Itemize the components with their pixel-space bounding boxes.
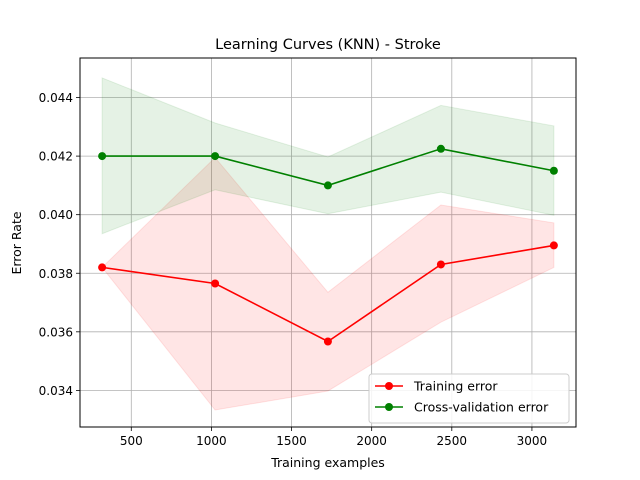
legend: Training error Cross-validation error [368,373,570,424]
x-tick-label: 2000 [356,434,387,448]
x-tick-label: 1000 [196,434,227,448]
legend-marker-training [385,382,393,390]
data-point-0-1 [211,279,220,288]
y-tick-label: 0.044 [39,91,73,105]
data-point-0-4 [549,241,558,250]
data-point-1-0 [98,152,107,161]
x-axis-ticks: 500 1000 1500 2000 2500 3000 [120,427,547,448]
y-tick-label: 0.038 [39,267,73,281]
error-bands [101,77,555,411]
y-tick-label: 0.036 [39,325,73,339]
x-tick-label: 1500 [276,434,307,448]
data-point-0-0 [98,263,107,272]
data-point-0-2 [323,337,332,346]
chart-title: Learning Curves (KNN) - Stroke [215,37,441,53]
data-point-1-3 [436,144,445,153]
data-point-0-3 [436,260,445,269]
x-tick-label: 3000 [517,434,548,448]
data-point-1-4 [549,166,558,175]
y-tick-label: 0.040 [39,208,73,222]
legend-marker-cv [385,403,393,411]
y-axis-label: Error Rate [9,211,24,274]
y-axis-ticks: 0.034 0.036 0.038 0.040 0.042 0.044 [39,91,80,398]
y-tick-label: 0.034 [39,384,73,398]
x-tick-label: 500 [120,434,143,448]
plot-frame [79,57,577,428]
x-axis-label: Training examples [270,455,385,470]
x-tick-label: 2500 [437,434,468,448]
data-point-1-2 [323,181,332,190]
series-markers [98,144,558,346]
legend-box [368,373,570,424]
error-band-1 [101,77,555,235]
y-tick-label: 0.042 [39,150,73,164]
legend-label-cv: Cross-validation error [414,400,549,415]
legend-label-training: Training error [413,379,498,394]
data-point-1-1 [211,152,220,161]
